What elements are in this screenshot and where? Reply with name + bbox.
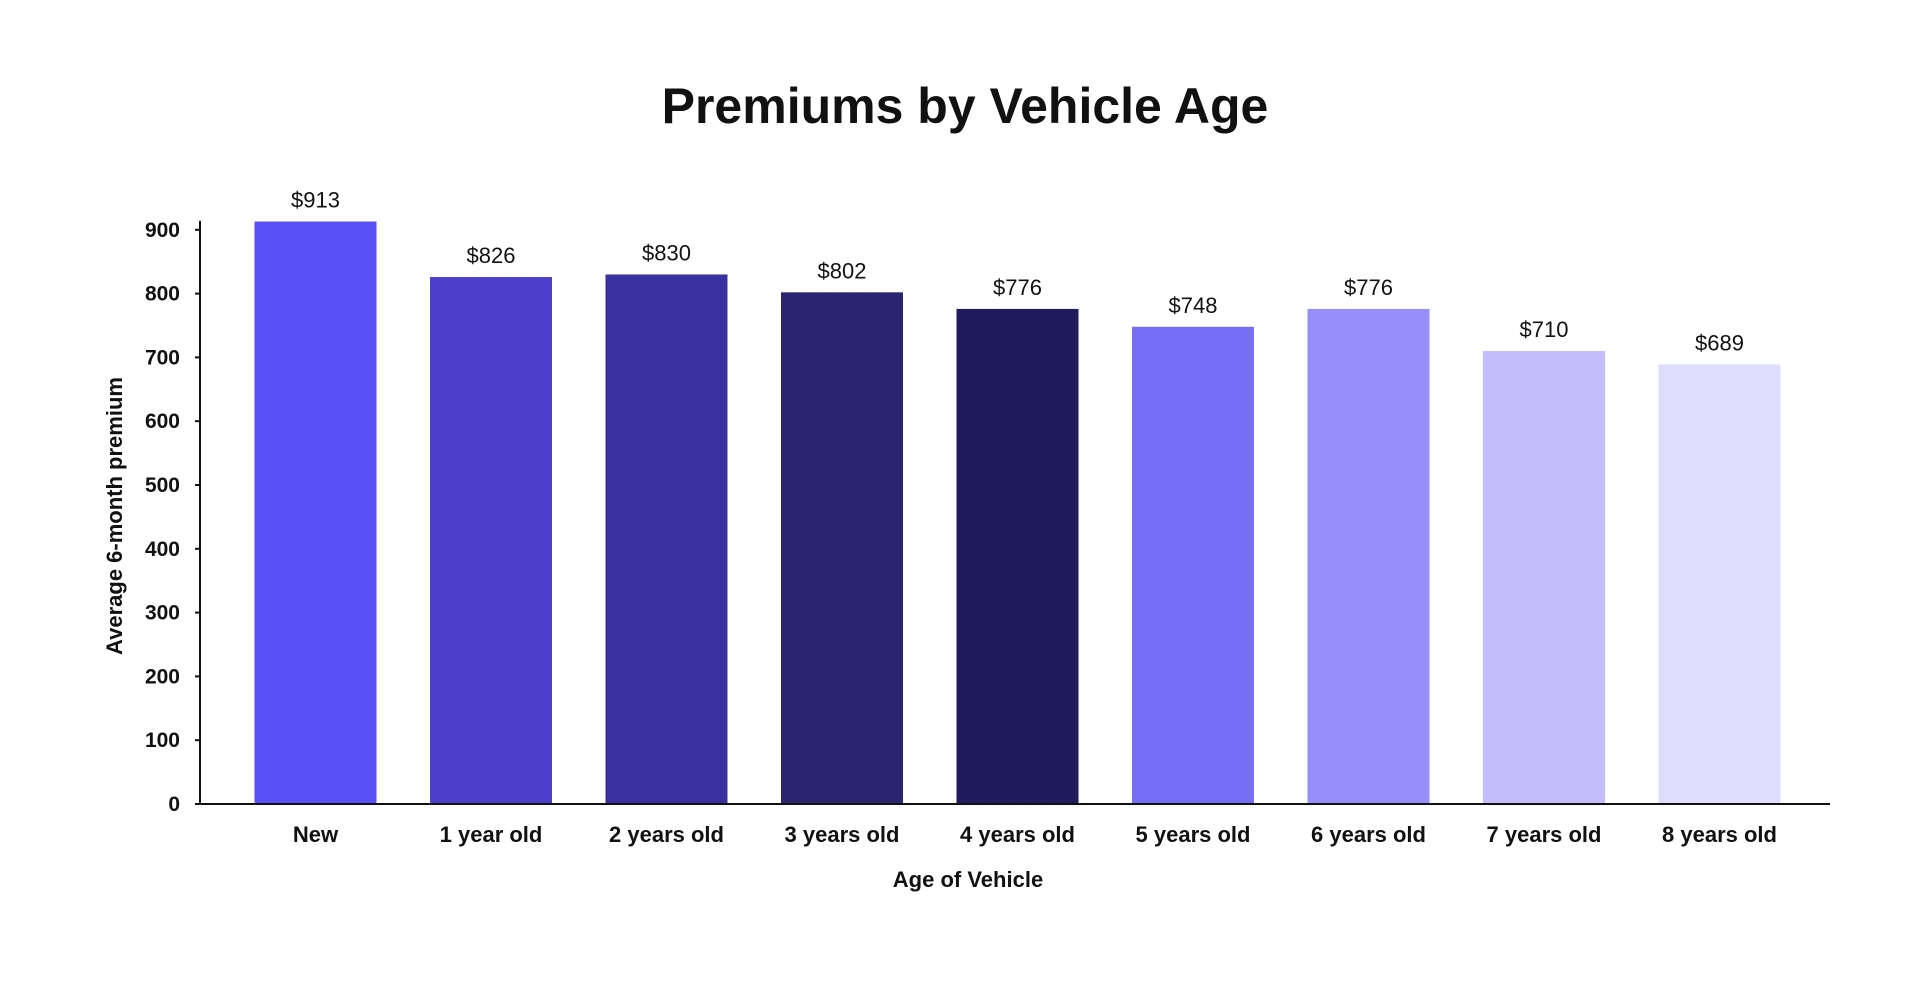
data-label: $802	[818, 258, 867, 283]
bar	[956, 308, 1079, 804]
y-tick-label: 700	[145, 346, 180, 369]
bar	[781, 292, 903, 804]
data-label: $826	[467, 243, 516, 268]
bar	[254, 221, 377, 805]
data-label: $710	[1520, 317, 1569, 342]
data-label: $913	[291, 188, 340, 213]
bar	[1483, 351, 1605, 804]
x-tick-label: New	[293, 822, 339, 847]
y-tick-label: 100	[145, 729, 180, 752]
bar	[430, 277, 552, 805]
bar	[1132, 326, 1254, 804]
y-tick-label: 400	[145, 538, 180, 561]
y-tick-label: 300	[145, 602, 180, 625]
y-tick-label: 500	[145, 474, 180, 497]
x-tick-label: 6 years old	[1311, 822, 1426, 847]
x-tick-label: 4 years old	[960, 822, 1075, 847]
x-tick-label: 1 year old	[440, 822, 543, 847]
x-tick-label: 5 years old	[1136, 822, 1251, 847]
data-label: $830	[642, 240, 691, 265]
bar	[1307, 308, 1430, 804]
x-tick-label: 2 years old	[609, 822, 724, 847]
x-tick-label: 8 years old	[1662, 822, 1777, 847]
x-tick-label: 3 years old	[785, 822, 900, 847]
chart-title: Premiums by Vehicle Age	[662, 78, 1269, 134]
x-axis-title: Age of Vehicle	[893, 867, 1043, 892]
y-tick-label: 0	[168, 793, 180, 816]
y-tick-label: 200	[145, 665, 180, 688]
bar	[1658, 364, 1781, 804]
y-axis: 0 100 200 300 400 500 600 700 800 900	[145, 219, 201, 816]
x-tick-label: 7 years old	[1487, 822, 1602, 847]
y-axis-title: Average 6-month premium	[102, 377, 127, 655]
y-tick-label: 600	[145, 410, 180, 433]
data-label: $689	[1695, 330, 1744, 355]
data-label: $776	[993, 275, 1042, 300]
data-labels: $913 $826 $830 $802 $776 $748 $776 $710 $689	[291, 188, 1744, 356]
y-tick-label: 900	[145, 219, 180, 242]
bars	[254, 221, 1781, 805]
y-tick-label: 800	[145, 283, 180, 306]
data-label: $776	[1344, 275, 1393, 300]
data-label: $748	[1169, 293, 1218, 318]
bar	[605, 274, 728, 805]
x-axis: New 1 year old 2 years old 3 years old 4 yea…	[199, 803, 1830, 847]
